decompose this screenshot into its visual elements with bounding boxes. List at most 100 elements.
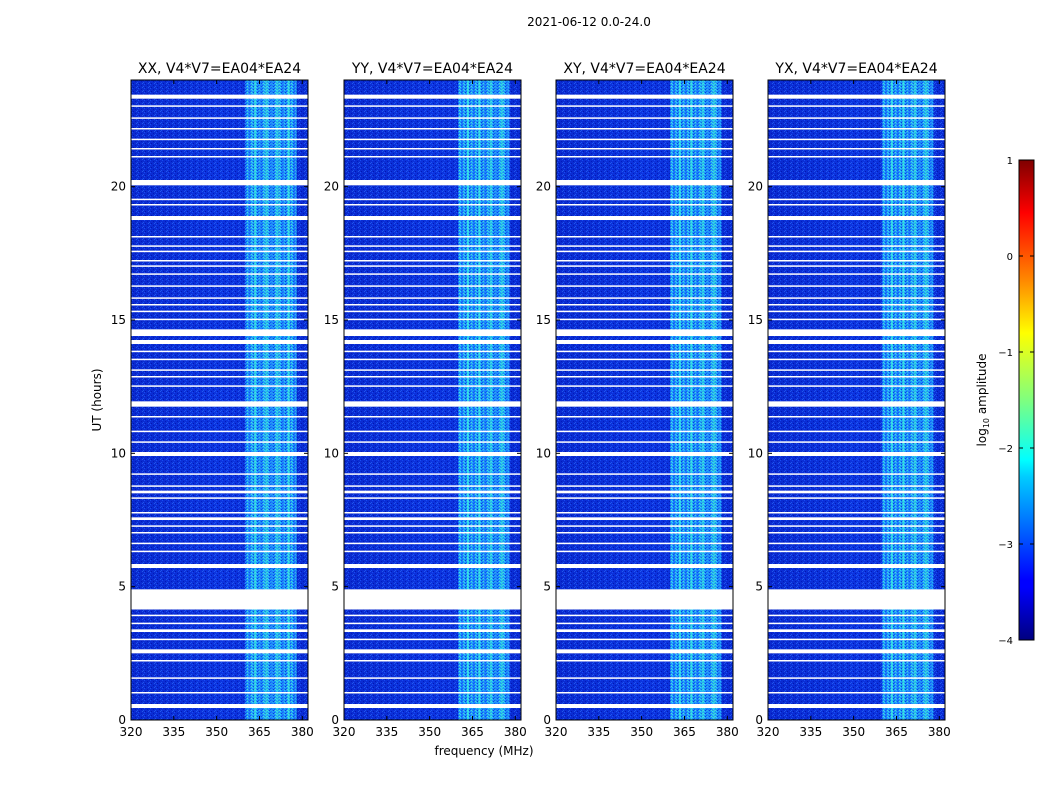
flagged-row xyxy=(556,285,733,287)
flagged-row xyxy=(556,148,733,150)
flagged-row xyxy=(344,236,521,238)
rfi-stripe xyxy=(265,80,268,720)
flagged-row xyxy=(556,638,733,641)
rfi-stripe xyxy=(678,80,681,720)
y-tick-label: 0 xyxy=(331,713,339,727)
flagged-row xyxy=(344,376,521,378)
flagged-row xyxy=(131,517,308,520)
flagged-row xyxy=(131,677,308,679)
flagged-row xyxy=(344,204,521,206)
flagged-row xyxy=(768,180,945,186)
panel-2: XY, V4*V7=EA04*EA24 320 335 350 365 380 0 5 10 15… xyxy=(536,61,739,739)
flagged-row xyxy=(131,128,308,130)
flagged-row xyxy=(344,180,521,186)
flagged-row xyxy=(556,250,733,253)
flagged-row xyxy=(556,180,733,186)
flagged-row xyxy=(344,649,521,654)
flagged-row xyxy=(131,304,308,306)
flagged-row xyxy=(344,525,521,527)
flagged-row xyxy=(344,350,521,353)
flagged-row xyxy=(131,236,308,238)
flagged-row xyxy=(768,94,945,99)
rfi-stripe xyxy=(276,80,279,720)
flagged-row xyxy=(768,329,945,336)
flagged-row xyxy=(131,138,308,141)
flagged-row xyxy=(768,117,945,119)
flagged-row xyxy=(344,589,521,608)
flagged-row xyxy=(768,452,945,456)
y-tick-label: 10 xyxy=(324,446,339,460)
flagged-row xyxy=(131,358,308,361)
panel-title: XY, V4*V7=EA04*EA24 xyxy=(563,61,725,77)
flagged-row xyxy=(344,117,521,119)
flagged-row xyxy=(768,128,945,130)
flagged-row xyxy=(556,589,733,608)
flagged-row xyxy=(768,245,945,247)
flagged-row xyxy=(131,340,308,344)
rfi-stripe xyxy=(478,80,481,720)
y-tick-label: 20 xyxy=(536,180,551,194)
rfi-stripe xyxy=(712,80,715,720)
x-tick-label: 350 xyxy=(418,725,441,739)
flagged-row xyxy=(344,512,521,514)
y-tick-label: 20 xyxy=(748,180,763,194)
flagged-row xyxy=(556,542,733,545)
flagged-row xyxy=(768,216,945,220)
x-tick-label: 335 xyxy=(162,725,185,739)
flagged-row xyxy=(556,525,733,527)
x-tick-label: 380 xyxy=(928,725,951,739)
flagged-row xyxy=(131,589,308,608)
flagged-row xyxy=(131,452,308,456)
flagged-row xyxy=(131,401,308,407)
y-tick-label: 15 xyxy=(324,313,339,327)
flagged-row xyxy=(556,304,733,306)
rfi-stripe xyxy=(673,80,676,720)
colorbar-tick-label: −3 xyxy=(998,540,1013,551)
flagged-row xyxy=(768,704,945,708)
flagged-row xyxy=(344,542,521,545)
flagged-row xyxy=(768,512,945,514)
flagged-row xyxy=(768,358,945,361)
flagged-row xyxy=(556,497,733,499)
flagged-row xyxy=(768,622,945,625)
y-tick-label: 20 xyxy=(324,180,339,194)
flagged-row xyxy=(131,638,308,641)
rfi-stripe xyxy=(253,80,256,720)
rfi-stripe xyxy=(701,80,704,720)
flagged-row xyxy=(768,485,945,487)
flagged-row xyxy=(556,704,733,708)
flagged-row xyxy=(556,677,733,679)
flagged-row xyxy=(556,430,733,433)
rfi-stripe xyxy=(461,80,464,720)
flagged-row xyxy=(131,260,308,262)
flagged-row xyxy=(556,350,733,353)
flagged-row xyxy=(768,304,945,306)
flagged-row xyxy=(131,416,308,418)
rfi-stripe xyxy=(287,80,290,720)
flagged-row xyxy=(344,329,521,336)
panel-1: YY, V4*V7=EA04*EA24 320 335 350 365 380 0 5 10 15… xyxy=(324,61,527,739)
y-tick-label: 10 xyxy=(536,446,551,460)
flagged-row xyxy=(344,622,521,625)
flagged-row xyxy=(768,517,945,520)
panel-frame xyxy=(555,79,734,721)
flagged-row xyxy=(344,369,521,371)
flagged-row xyxy=(131,485,308,487)
rfi-stripe xyxy=(896,80,899,720)
flagged-row xyxy=(556,692,733,694)
flagged-row xyxy=(131,198,308,201)
y-tick-label: 15 xyxy=(111,313,126,327)
flagged-row xyxy=(131,704,308,708)
x-tick-label: 365 xyxy=(673,725,696,739)
rfi-stripe xyxy=(902,80,905,720)
rfi-stripe xyxy=(259,80,262,720)
colorbar-tick-label: 1 xyxy=(1007,156,1013,167)
flagged-row xyxy=(768,660,945,662)
flagged-row xyxy=(556,204,733,206)
flagged-row xyxy=(131,369,308,371)
flagged-row xyxy=(131,490,308,494)
y-tick-label: 5 xyxy=(755,580,763,594)
flagged-row xyxy=(344,245,521,247)
colorbar-tick-label: −2 xyxy=(998,444,1013,455)
